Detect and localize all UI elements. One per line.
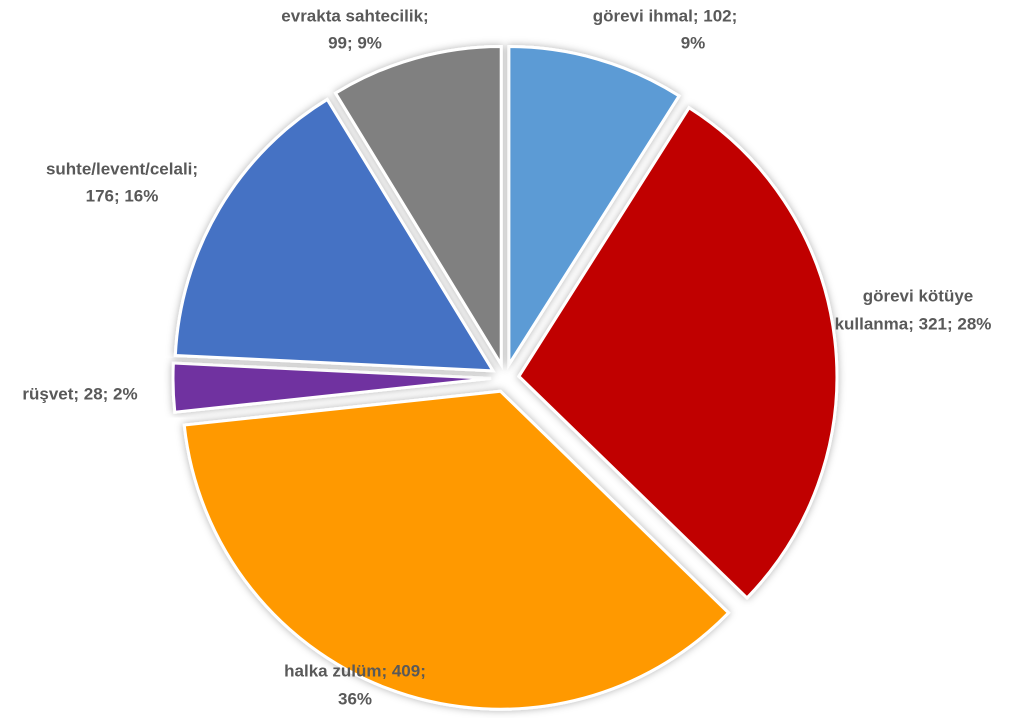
data-label: 176; 16% [86,186,159,205]
pie-slice [171,361,492,414]
pie-slice [182,389,731,711]
data-label: 99; 9% [328,33,382,52]
data-label: halka zulüm; 409; [284,661,426,680]
data-label: 9% [681,33,706,52]
data-label: evrakta sahtecilik; [281,6,428,25]
data-label: suhte/levent/celali; [46,159,198,178]
data-label: 36% [338,689,372,708]
pie-slice [333,45,503,370]
data-label: kullanma; 321; 28% [835,314,992,333]
data-label: görevi ihmal; 102; [593,6,738,25]
data-label: rüşvet; 28; 2% [22,384,137,403]
pie-slice [507,45,682,370]
data-label: görevi kötüye [863,286,974,305]
pie-slice [516,105,839,601]
pie-slice [173,97,496,373]
